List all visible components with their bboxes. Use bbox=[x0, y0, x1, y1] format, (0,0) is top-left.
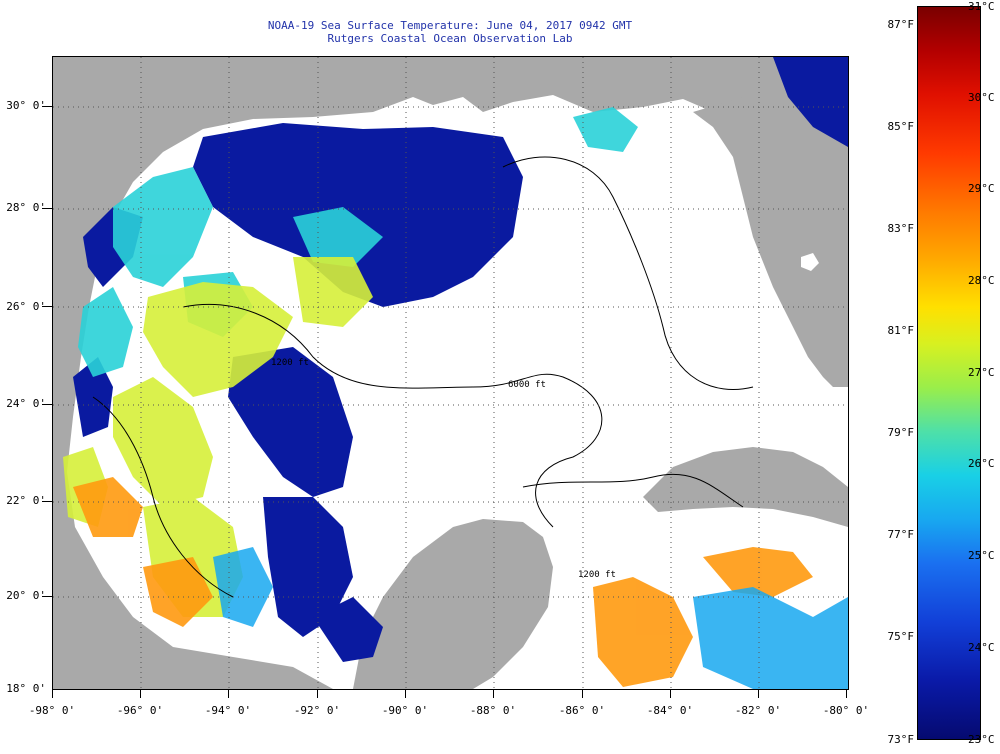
lon-tick bbox=[493, 688, 494, 698]
sst-mixed-patches bbox=[213, 547, 848, 689]
colorbar-f-label: 73°F bbox=[887, 733, 915, 746]
lon-label-80: -80° 0' bbox=[822, 704, 870, 717]
lon-tick bbox=[846, 688, 847, 698]
lat-label-26: 26° 0' bbox=[6, 300, 46, 313]
lat-label-22: 22° 0' bbox=[6, 494, 46, 507]
lat-tick bbox=[42, 106, 52, 107]
yucatan-land bbox=[353, 519, 553, 689]
contour-label: 6000 ft bbox=[508, 380, 546, 390]
lat-label-18: 18° 0' bbox=[6, 682, 46, 695]
map-subtitle: Rutgers Coastal Ocean Observation Lab bbox=[327, 32, 573, 45]
lon-label-86: -86° 0' bbox=[558, 704, 606, 717]
colorbar-f-label: 87°F bbox=[887, 18, 915, 31]
contour-label: 1200 ft bbox=[271, 358, 309, 368]
depth-contours bbox=[92, 156, 754, 598]
lon-tick bbox=[405, 688, 406, 698]
lon-tick bbox=[140, 688, 141, 698]
lon-label-96: -96° 0' bbox=[116, 704, 164, 717]
sst-map-canvas: 1200 ft 6000 ft 1200 ft bbox=[53, 57, 848, 689]
colorbar-f-label: 85°F bbox=[887, 120, 915, 133]
lat-label-20: 20° 0' bbox=[6, 589, 46, 602]
lat-tick bbox=[42, 208, 52, 209]
florida-lake bbox=[801, 253, 819, 271]
sst-map: 1200 ft 6000 ft 1200 ft bbox=[52, 56, 849, 690]
colorbar-f-label: 75°F bbox=[887, 630, 915, 643]
lon-label-98: -98° 0' bbox=[28, 704, 76, 717]
lon-tick bbox=[317, 688, 318, 698]
lon-tick bbox=[670, 688, 671, 698]
colorbar-f-label: 77°F bbox=[887, 528, 915, 541]
colorbar-c-label: 24°C bbox=[968, 641, 995, 654]
colorbar-c-label: 31°C bbox=[968, 0, 995, 13]
lon-label-84: -84° 0' bbox=[646, 704, 694, 717]
lat-tick bbox=[42, 306, 52, 307]
colorbar-c-label: 26°C bbox=[968, 457, 995, 470]
colorbar-f-label: 81°F bbox=[887, 324, 915, 337]
temperature-colorbar bbox=[917, 6, 981, 740]
colorbar-f-label: 79°F bbox=[887, 426, 915, 439]
lat-tick bbox=[42, 501, 52, 502]
map-title: NOAA-19 Sea Surface Temperature: June 04… bbox=[267, 19, 633, 32]
lon-label-94: -94° 0' bbox=[204, 704, 252, 717]
cuba-land bbox=[643, 447, 848, 527]
colorbar-c-label: 25°C bbox=[968, 549, 995, 562]
lon-tick bbox=[582, 688, 583, 698]
lat-label-24: 24° 0' bbox=[6, 397, 46, 410]
lon-label-82: -82° 0' bbox=[734, 704, 782, 717]
graticule bbox=[53, 57, 848, 689]
lat-label-28: 28° 0' bbox=[6, 201, 46, 214]
lat-tick bbox=[42, 596, 52, 597]
sst-warm-patches bbox=[63, 257, 373, 617]
colorbar-c-label: 30°C bbox=[968, 91, 995, 104]
gulf-water bbox=[67, 95, 848, 689]
colorbar-c-label: 28°C bbox=[968, 274, 995, 287]
colorbar-c-label: 23°C bbox=[968, 733, 995, 746]
lon-label-88: -88° 0' bbox=[469, 704, 517, 717]
lon-label-90: -90° 0' bbox=[381, 704, 429, 717]
lat-label-30: 30° 0' bbox=[6, 99, 46, 112]
lon-tick bbox=[758, 688, 759, 698]
sst-hot-patches bbox=[73, 477, 813, 687]
lon-label-92: -92° 0' bbox=[293, 704, 341, 717]
lon-tick bbox=[228, 688, 229, 698]
lat-tick bbox=[42, 404, 52, 405]
contour-label: 1200 ft bbox=[578, 570, 616, 580]
colorbar-f-label: 83°F bbox=[887, 222, 915, 235]
lon-tick bbox=[52, 688, 53, 698]
florida-land bbox=[693, 57, 848, 387]
colorbar-c-label: 27°C bbox=[968, 366, 995, 379]
colorbar-c-label: 29°C bbox=[968, 182, 995, 195]
